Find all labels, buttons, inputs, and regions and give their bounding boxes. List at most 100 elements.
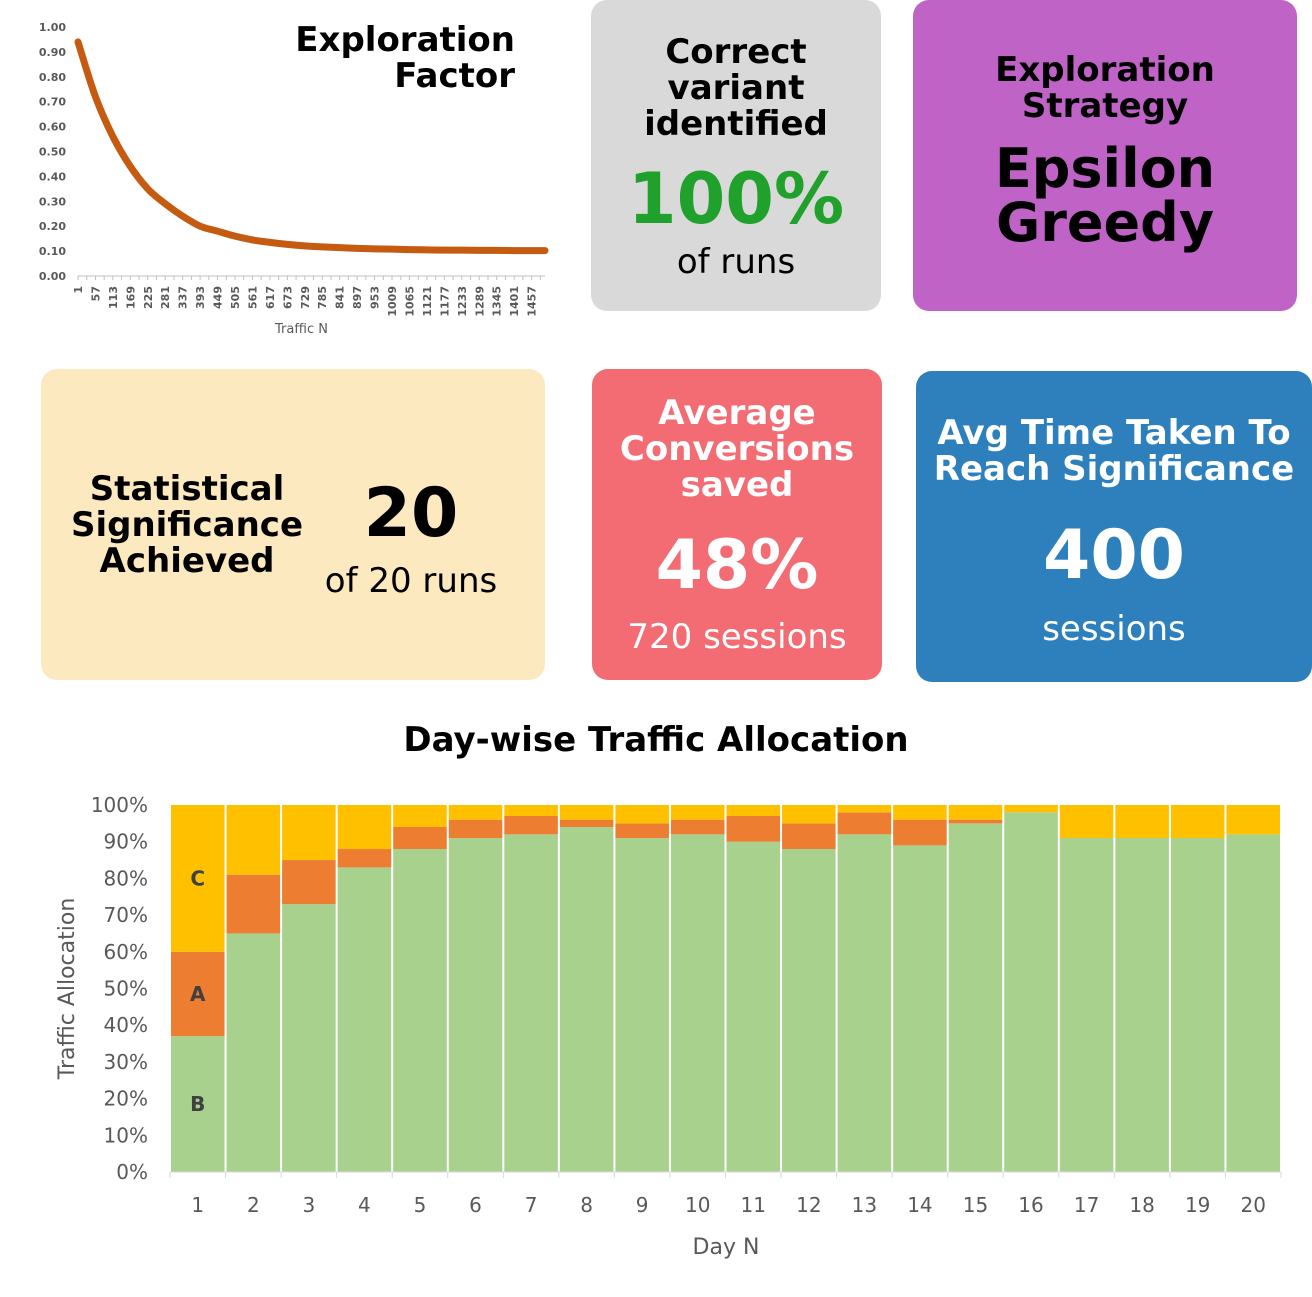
avg-time-heading-line1: Avg Time Taken To <box>937 413 1291 453</box>
ta-bar-segment <box>1115 838 1169 1172</box>
ta-y-tick-label: 70% <box>104 903 148 927</box>
ta-bar-segment <box>504 816 558 835</box>
ta-bar-segment <box>282 904 336 1172</box>
ta-series-label: B <box>190 1092 205 1116</box>
ta-bar-segment <box>393 849 447 1172</box>
ta-series-label: A <box>190 982 206 1006</box>
ta-x-tick-label: 14 <box>907 1193 932 1217</box>
correct-variant-card: Correct variant identified 100% of runs <box>591 0 881 311</box>
ef-x-tick-label: 785 <box>316 286 329 309</box>
ta-bar-segment <box>393 827 447 850</box>
ta-bar-segment <box>171 951 225 1037</box>
ta-x-tick-label: 3 <box>303 1193 316 1217</box>
exploration-factor-title: Exploration Factor <box>255 22 515 94</box>
ta-x-tick-label: 9 <box>636 1193 649 1217</box>
ef-x-tick-label: 1457 <box>526 286 539 317</box>
statistical-significance-heading-line2: Significance <box>70 505 304 545</box>
average-conversions-heading: Average Conversions saved <box>592 395 882 503</box>
ef-x-tick-label: 169 <box>124 286 137 309</box>
ta-y-tick-label: 80% <box>104 866 148 890</box>
average-conversions-heading-line3: saved <box>680 465 794 505</box>
correct-variant-sub: of runs <box>676 242 796 282</box>
ta-bar-segment <box>559 827 614 1172</box>
ta-x-tick-label: 4 <box>358 1193 371 1217</box>
correct-variant-heading-line2: variant <box>667 68 805 108</box>
exploration-strategy-value: Epsilon Greedy <box>913 142 1297 250</box>
ta-bar-segment <box>1170 838 1225 1172</box>
statistical-significance-heading-line1: Statistical <box>89 469 285 509</box>
ta-bar-segment <box>337 867 392 1172</box>
ta-y-tick-label: 50% <box>104 977 148 1001</box>
statistical-significance-sub: of 20 runs <box>324 561 498 601</box>
ta-x-tick-label: 15 <box>963 1193 988 1217</box>
ta-bar-segment <box>504 805 558 817</box>
traffic-allocation-title: Day-wise Traffic Allocation <box>403 720 909 760</box>
ta-bar-segment <box>1226 834 1280 1172</box>
ef-x-tick-label: 113 <box>107 286 120 309</box>
ef-x-tick-label: 1401 <box>508 286 521 317</box>
ta-bar-segment <box>226 874 281 934</box>
ta-bar-segment <box>948 819 1003 824</box>
ta-bar-segment <box>226 805 281 875</box>
ta-x-tick-label: 6 <box>469 1193 482 1217</box>
ta-bar-segment <box>782 823 836 850</box>
ta-bar-segment <box>1004 812 1058 1172</box>
ta-y-tick-label: 10% <box>104 1123 148 1147</box>
ef-x-tick-label: 1233 <box>456 286 469 317</box>
ef-x-tick-label: 281 <box>159 286 172 309</box>
exploration-strategy-heading: Exploration Strategy <box>913 52 1297 124</box>
correct-variant-heading-line1: Correct <box>665 32 807 72</box>
ta-x-tick-label: 7 <box>525 1193 538 1217</box>
average-conversions-heading-line2: Conversions <box>619 429 855 469</box>
ta-bar-segment <box>226 933 281 1172</box>
ef-x-tick-label: 505 <box>229 286 242 309</box>
ta-y-tick-label: 30% <box>104 1050 148 1074</box>
ef-x-tick-label: 449 <box>212 286 225 309</box>
ta-bar-segment <box>726 841 781 1172</box>
ef-x-tick-label: 337 <box>177 286 190 309</box>
ta-bar-segment <box>1170 805 1225 839</box>
ta-bar-segment <box>893 819 947 846</box>
ef-y-tick-label: 0.40 <box>39 170 66 183</box>
exploration-strategy-heading-line2: Strategy <box>1021 86 1189 126</box>
exploration-factor-chart: 0.00 0.10 0.20 0.30 0.40 0.50 0.60 0.70 0.80 0.90… <box>39 21 549 337</box>
ta-bar-segment <box>1226 805 1280 835</box>
ef-x-tick-label: 1065 <box>403 286 416 317</box>
ta-bar-segment <box>393 805 447 828</box>
avg-time-card: Avg Time Taken To Reach Significance 400… <box>916 371 1312 682</box>
ta-bar-segment <box>670 834 725 1172</box>
ef-x-tick-label: 393 <box>194 286 207 309</box>
ef-series-line <box>74 38 549 255</box>
ta-y-axis-label: Traffic Allocation <box>55 898 80 1081</box>
statistical-significance-value: 20 <box>363 474 459 553</box>
ef-x-tick-label: 841 <box>334 286 347 309</box>
ta-bar-segment <box>670 819 725 835</box>
exploration-strategy-heading-line1: Exploration <box>995 50 1215 90</box>
ta-x-tick-label: 17 <box>1074 1193 1099 1217</box>
exploration-factor-title-line1: Exploration <box>295 20 515 60</box>
ef-y-tick-label: 0.70 <box>39 96 66 109</box>
traffic-allocation-chart: 0%10%20%30%40%50%60%70%80%90%100%1 2 3 4 5 6 7… <box>55 793 1282 1260</box>
ta-bar-segment <box>837 812 892 835</box>
ta-x-tick-label: 19 <box>1185 1193 1210 1217</box>
avg-time-value: 400 <box>1043 516 1185 595</box>
exploration-strategy-value-line2: Greedy <box>995 191 1215 254</box>
ta-bar-segment <box>448 819 503 839</box>
ta-bar-segment <box>559 819 614 828</box>
ef-x-tick-label: 617 <box>264 286 277 309</box>
ta-y-tick-label: 100% <box>91 793 148 817</box>
average-conversions-card: Average Conversions saved 48% 720 sessio… <box>592 369 882 680</box>
ta-bar-segment <box>670 805 725 820</box>
ef-y-tick-label: 1.00 <box>39 21 66 34</box>
ta-y-tick-label: 20% <box>104 1087 148 1111</box>
ta-x-tick-label: 20 <box>1240 1193 1265 1217</box>
ta-bar-segment <box>448 838 503 1172</box>
ta-bar-segment <box>559 805 614 820</box>
ta-y-tick-label: 0% <box>116 1160 148 1184</box>
ta-bar-segment <box>782 849 836 1172</box>
ef-x-tick-label: 1 <box>72 286 85 294</box>
correct-variant-value: 100% <box>627 158 845 240</box>
average-conversions-heading-line1: Average <box>658 393 816 433</box>
ta-bar-segment <box>282 860 336 905</box>
ta-y-tick-label: 60% <box>104 940 148 964</box>
